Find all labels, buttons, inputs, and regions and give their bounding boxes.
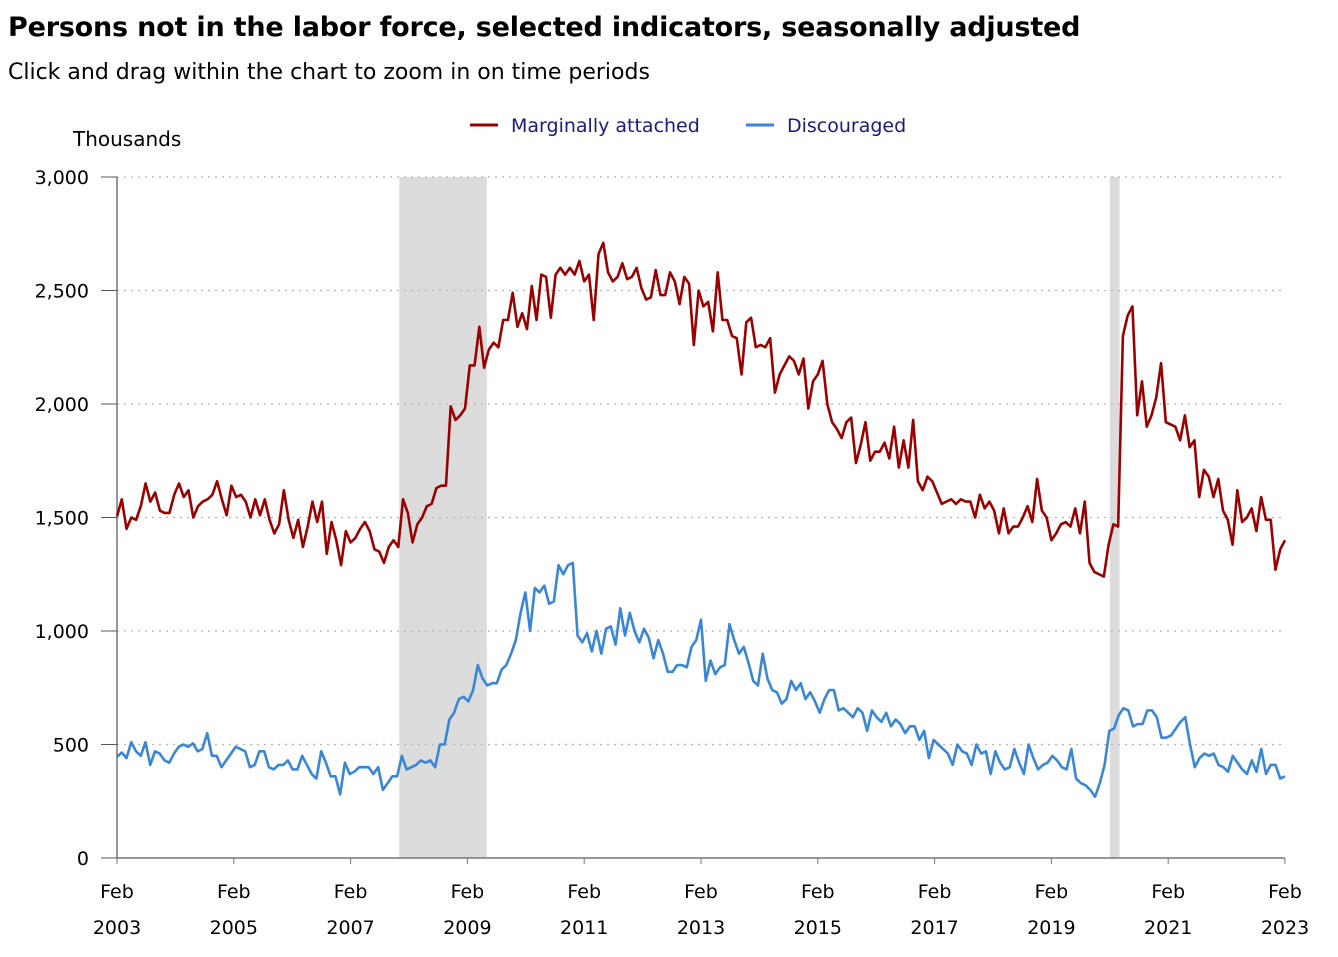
y-tick-label: 0 [77, 848, 89, 870]
x-tick-month: Feb [1268, 881, 1302, 903]
x-tick-month: Feb [1035, 881, 1069, 903]
series-line-discouraged[interactable] [116, 561, 1286, 799]
x-tick-year: 2009 [443, 917, 491, 939]
legend-item-marginally-attached[interactable]: Marginally attached [470, 115, 700, 137]
x-tick-year: 2021 [1144, 917, 1192, 939]
y-tick-label: 1,500 [35, 508, 89, 530]
y-tick-label: 500 [53, 735, 89, 757]
x-tick-month: Feb [567, 881, 601, 903]
legend-item-discouraged[interactable]: Discouraged [746, 115, 906, 137]
x-tick-month: Feb [684, 881, 718, 903]
x-tick-month: Feb [1151, 881, 1185, 903]
y-axis-label: Thousands [72, 127, 181, 151]
x-tick-month: Feb [451, 881, 485, 903]
x-tick-year: 2019 [1027, 917, 1075, 939]
x-tick-year: 2011 [560, 917, 608, 939]
x-tick-month: Feb [217, 881, 251, 903]
chart-subtitle: Click and drag within the chart to zoom … [8, 60, 650, 85]
x-tick-month: Feb [334, 881, 368, 903]
x-tick-year: 2023 [1261, 917, 1309, 939]
x-tick-month: Feb [100, 881, 134, 903]
y-tick-label: 2,000 [35, 394, 89, 416]
legend-label-discouraged: Discouraged [787, 115, 906, 137]
x-tick-year: 2013 [677, 917, 725, 939]
y-tick-label: 3,000 [35, 167, 89, 189]
y-tick-label: 2,500 [35, 281, 89, 303]
x-tick-year: 2003 [93, 917, 141, 939]
x-tick-year: 2015 [794, 917, 842, 939]
chart-title: Persons not in the labor force, selected… [8, 12, 1081, 43]
legend-label-marginally-attached: Marginally attached [511, 115, 700, 137]
x-tick-year: 2007 [326, 917, 374, 939]
series-line-marginally-attached[interactable] [115, 241, 1287, 578]
x-tick-month: Feb [801, 881, 835, 903]
legend[interactable]: Marginally attached Discouraged [470, 115, 906, 137]
x-tick-month: Feb [918, 881, 952, 903]
recession-shading-2 [1109, 177, 1120, 858]
x-tick-year: 2005 [210, 917, 258, 939]
x-tick-year: 2017 [910, 917, 958, 939]
y-tick-label: 1,000 [35, 621, 89, 643]
